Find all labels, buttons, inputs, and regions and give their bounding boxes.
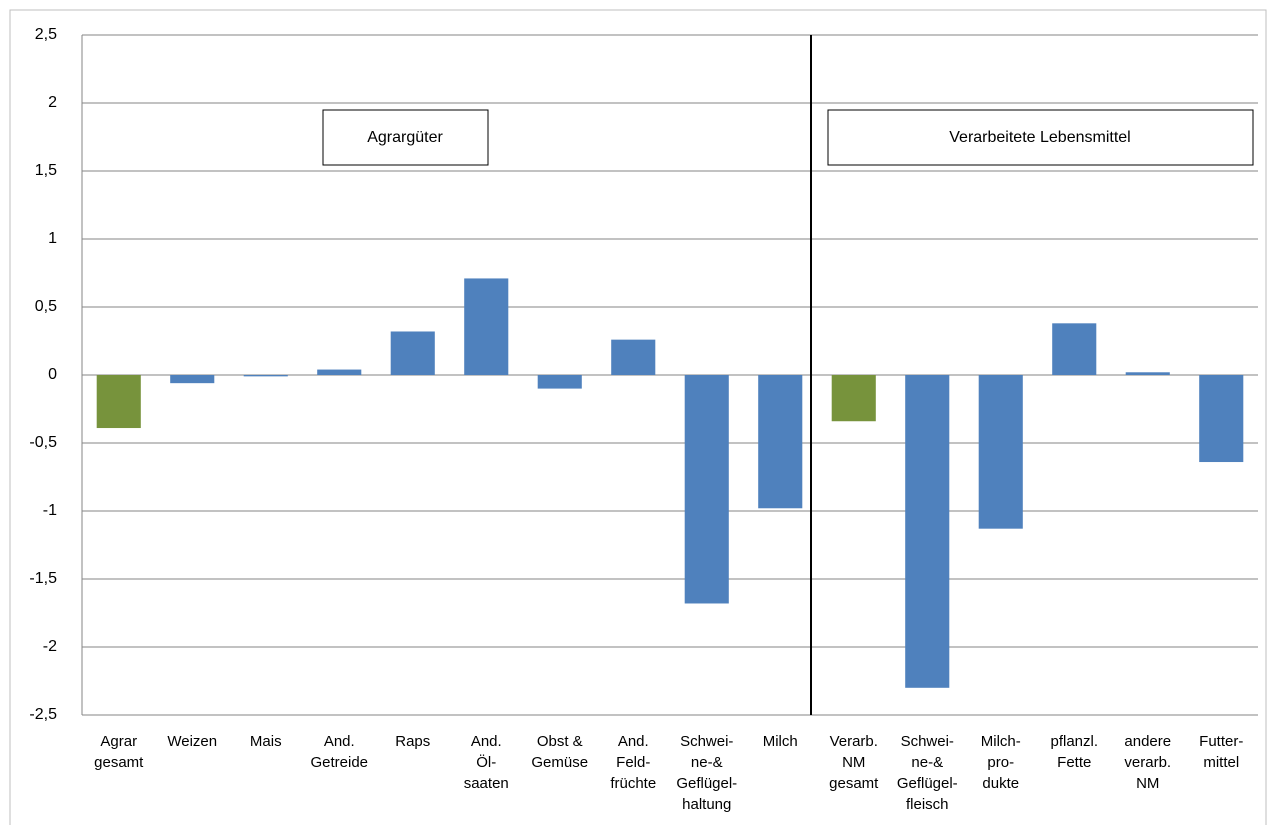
x-tick-label: saaten — [464, 775, 509, 792]
bar — [1125, 372, 1170, 375]
bar — [1199, 375, 1244, 463]
grid — [81, 34, 1258, 716]
y-tick-label: 0,5 — [35, 298, 57, 315]
bar — [905, 375, 950, 688]
x-tick-label: mittel — [1203, 754, 1239, 771]
y-tick-label: -1 — [43, 502, 57, 519]
x-tick-label: Fette — [1057, 754, 1091, 771]
x-tick-label: gesamt — [829, 775, 879, 792]
x-tick-label: Getreide — [310, 754, 368, 771]
bar — [611, 339, 656, 375]
x-tick-label: Feld- — [616, 754, 650, 771]
y-tick-label: -0,5 — [29, 434, 57, 451]
x-tick-label: dukte — [982, 775, 1019, 792]
x-tick-label: And. — [471, 733, 502, 750]
bar — [1052, 323, 1097, 375]
x-tick-label: pro- — [987, 754, 1014, 771]
x-tick-label: Öl- — [476, 753, 496, 771]
bar — [464, 278, 509, 375]
x-tick-label: Milch — [763, 733, 798, 750]
x-tick-label: fleisch — [906, 796, 949, 813]
annotation: Agrargüter — [367, 129, 443, 146]
x-tick-label: pflanzl. — [1050, 733, 1098, 750]
y-tick-label: 1 — [48, 230, 57, 247]
bar — [978, 375, 1023, 529]
bar — [96, 375, 141, 429]
x-tick-label: Futter- — [1199, 733, 1243, 750]
x-tick-label: Obst & — [537, 733, 583, 750]
x-tick-label: Weizen — [167, 733, 217, 750]
x-tick-label: Geflügel- — [676, 775, 737, 792]
bar — [390, 331, 435, 375]
bar — [758, 375, 803, 509]
bar — [684, 375, 729, 604]
x-tick-label: gesamt — [94, 754, 144, 771]
bar — [537, 375, 582, 389]
x-tick-label: Mais — [250, 733, 282, 750]
annotation-box — [322, 109, 489, 166]
x-tick-label: Verarb. — [830, 733, 878, 750]
y-tick-label: 2 — [48, 94, 57, 111]
x-tick-label: NM — [1136, 775, 1159, 792]
chart-frame — [9, 9, 1267, 825]
bar — [243, 375, 288, 377]
y-tick-label: -1,5 — [29, 570, 57, 587]
x-tick-label: And. — [618, 733, 649, 750]
bar — [317, 369, 362, 375]
y-tick-label: 2,5 — [35, 26, 57, 43]
x-tick-label: andere — [1124, 733, 1171, 750]
y-tick-label: 0 — [48, 366, 57, 383]
x-tick-label: haltung — [682, 796, 731, 813]
bar — [170, 375, 215, 384]
x-tick-label: Geflügel- — [897, 775, 958, 792]
x-tick-label: Schwei- — [680, 733, 733, 750]
x-tick-label: Gemüse — [531, 754, 588, 771]
x-tick-label: Agrar — [100, 733, 137, 750]
x-tick-label: ne-& — [691, 754, 723, 771]
y-tick-label: -2 — [43, 638, 57, 655]
x-tick-label: verarb. — [1124, 754, 1171, 771]
y-tick-label: -2,5 — [29, 706, 57, 723]
x-tick-label: früchte — [610, 775, 656, 792]
x-tick-label: ne-& — [911, 754, 943, 771]
x-tick-label: Milch- — [981, 733, 1021, 750]
y-tick-label: 1,5 — [35, 162, 57, 179]
x-tick-label: Schwei- — [901, 733, 954, 750]
annotation-box — [827, 109, 1254, 166]
x-tick-label: Raps — [395, 733, 430, 750]
x-tick-label: NM — [842, 754, 865, 771]
x-tick-label: And. — [324, 733, 355, 750]
bar — [831, 375, 876, 422]
annotation: Verarbeitete Lebensmittel — [949, 129, 1130, 146]
